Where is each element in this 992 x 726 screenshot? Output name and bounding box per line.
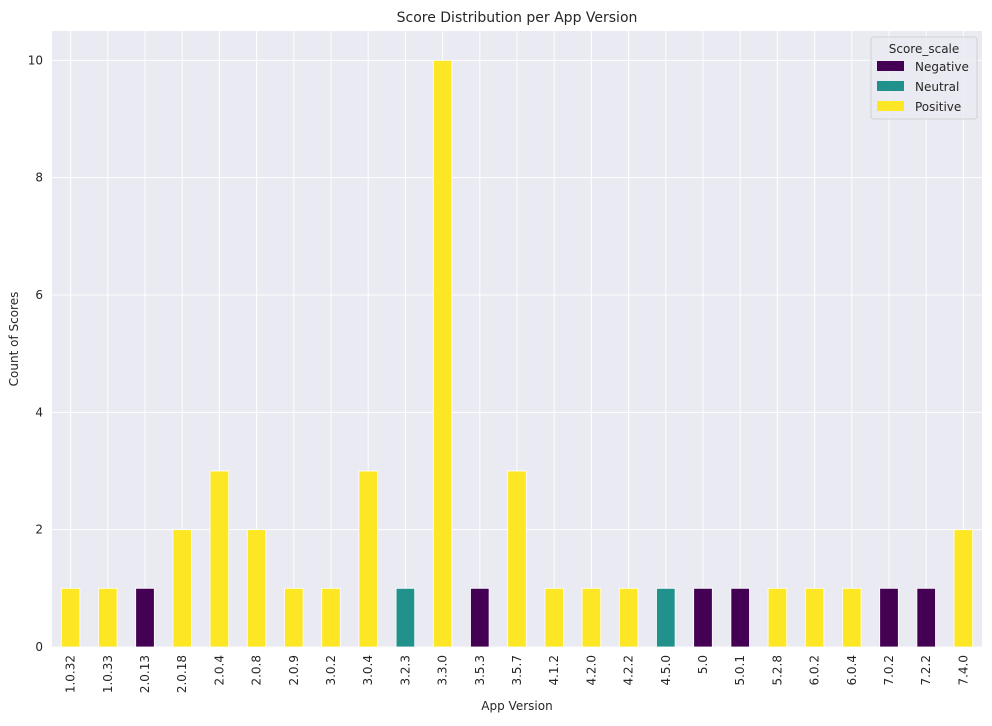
legend-title: Score_scale (889, 42, 960, 56)
x-tick-label: 3.0.2 (324, 655, 338, 686)
x-tick-label: 3.2.3 (398, 655, 412, 686)
bar-positive-4-2-0 (581, 587, 602, 648)
x-tick-label: 3.5.7 (510, 655, 524, 686)
legend-box (870, 36, 978, 120)
x-tick-label: 2.0.8 (250, 655, 264, 686)
x-tick-label: 3.3.0 (436, 655, 450, 686)
bar-positive-2-0-8 (246, 529, 267, 648)
x-tick-label: 4.1.2 (547, 655, 561, 686)
bar-positive-6-0-2 (804, 587, 825, 648)
x-tick-label: 2.0.13 (138, 655, 152, 693)
bars (60, 59, 974, 648)
bar-positive-6-0-4 (842, 587, 862, 648)
legend-swatch-neutral (877, 81, 904, 91)
bar-negative-5-0 (693, 587, 713, 648)
x-tick-label: 3.5.3 (473, 655, 487, 686)
legend-label-negative: Negative (915, 60, 969, 74)
bar-negative-3-5-3 (470, 587, 490, 648)
bar-negative-5-0-1 (730, 587, 750, 648)
x-tick-label: 2.0.9 (287, 655, 301, 686)
x-tick-label: 6.0.4 (845, 655, 859, 686)
y-tick-label: 4 (35, 405, 43, 419)
y-tick-label: 2 (35, 523, 43, 537)
x-tick-label: 4.2.2 (622, 655, 636, 686)
x-tick-label: 7.4.0 (956, 655, 970, 686)
x-tick-label: 3.0.4 (361, 655, 375, 686)
x-tick-label: 1.0.33 (101, 655, 115, 693)
chart-title: Score Distribution per App Version (397, 10, 638, 26)
x-tick-label: 4.5.0 (659, 655, 673, 686)
bar-positive-3-5-7 (507, 470, 527, 648)
x-tick-label: 4.2.0 (584, 655, 598, 686)
x-tick-labels: 1.0.32 1.0.33 2.0.13 2.0.18 2.0.4 2.0.8 2.0.9 3… (64, 655, 971, 693)
x-tick-label: 1.0.32 (64, 655, 78, 693)
y-tick-label: 0 (35, 640, 43, 654)
y-axis-label: Count of Scores (7, 292, 21, 387)
bar-positive-4-1-2 (544, 587, 564, 648)
bar-positive-3-0-4 (358, 470, 378, 648)
legend-items: Negative Neutral Positive (877, 60, 969, 114)
x-tick-label: 5.0 (696, 655, 710, 674)
legend-label-neutral: Neutral (915, 80, 959, 94)
x-tick-label: 5.0.1 (733, 655, 747, 686)
legend: Score_scale Negative Neutral Positive (870, 36, 978, 120)
bar-positive-5-2-8 (767, 587, 788, 648)
x-tick-label: 7.2.2 (919, 655, 933, 686)
bar-neutral-4-5-0 (656, 587, 676, 648)
legend-label-positive: Positive (915, 100, 961, 114)
x-tick-label: 2.0.18 (175, 655, 189, 693)
bar-positive-2-0-4 (209, 470, 230, 648)
x-tick-label: 5.2.8 (770, 655, 784, 686)
bar-positive-3-3-0 (432, 59, 453, 648)
bar-positive-2-0-9 (284, 587, 304, 648)
legend-swatch-negative (877, 61, 904, 71)
bar-positive-1-0-32 (60, 587, 81, 648)
x-axis-label: App Version (481, 699, 552, 713)
bar-positive-3-0-2 (321, 587, 341, 648)
bar-positive-1-0-33 (98, 587, 118, 648)
x-tick-label: 2.0.4 (212, 655, 226, 686)
bar-negative-7-2-2 (916, 587, 936, 648)
bar-neutral-3-2-3 (395, 587, 416, 648)
bar-negative-2-0-13 (135, 587, 155, 648)
legend-swatch-positive (877, 101, 904, 111)
y-tick-label: 6 (35, 288, 43, 302)
bar-negative-7-0-2 (879, 587, 899, 648)
y-tick-label: 8 (35, 171, 43, 185)
x-tick-label: 6.0.2 (808, 655, 822, 686)
y-tick-labels: 0 2 4 6 8 10 (28, 53, 43, 654)
bar-positive-7-4-0 (953, 529, 974, 648)
y-tick-label: 10 (28, 53, 43, 67)
x-tick-label: 7.0.2 (882, 655, 896, 686)
bar-positive-4-2-2 (618, 587, 639, 648)
bar-positive-2-0-18 (172, 529, 192, 648)
